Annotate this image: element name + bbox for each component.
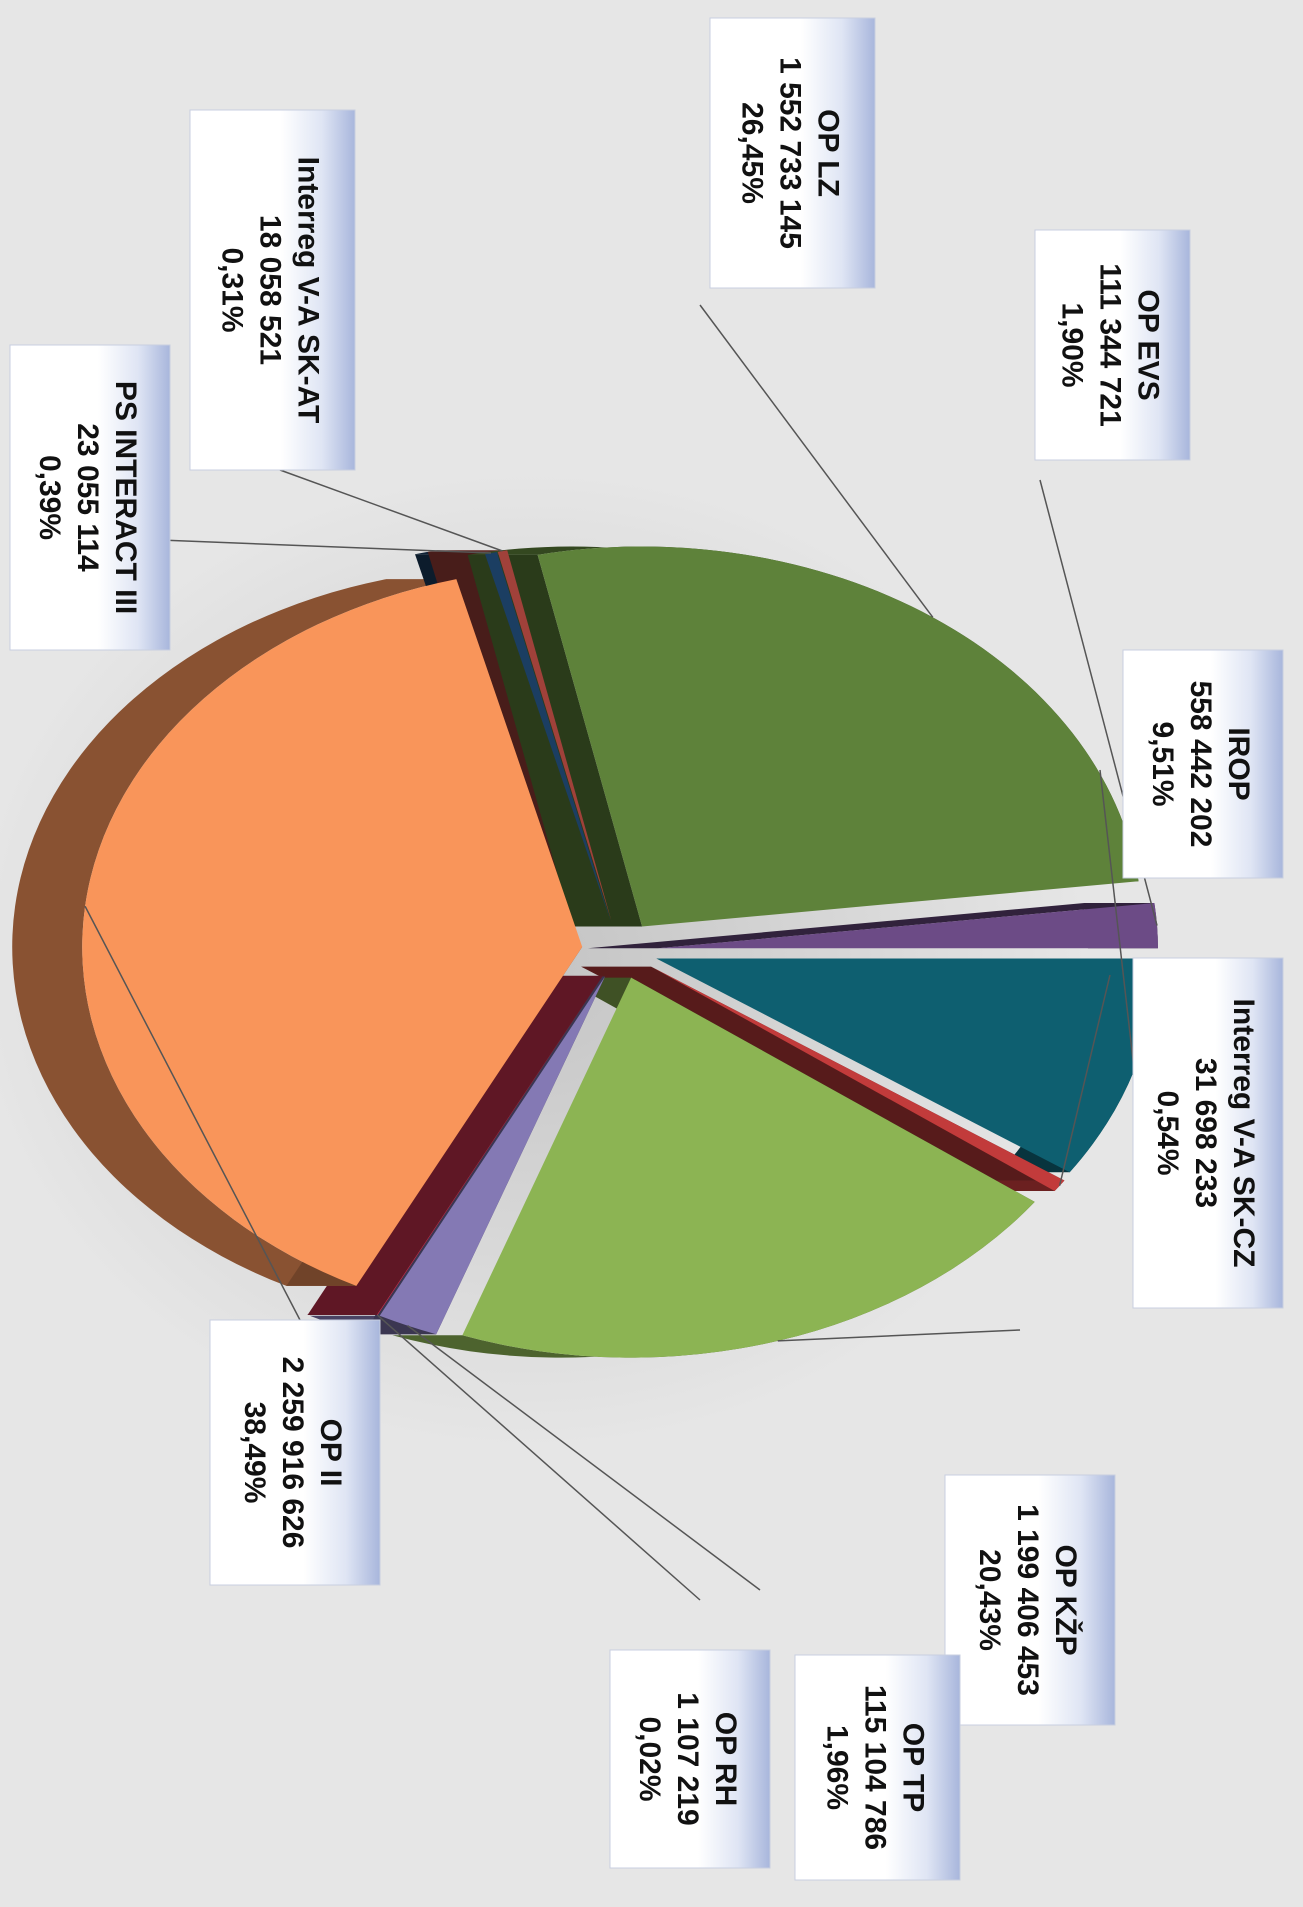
leader-line-irop bbox=[1099, 769, 1135, 1071]
label-value-interreg-v-a-sk-at: 18 058 521 bbox=[254, 215, 287, 365]
label-percent-irop: 9,51% bbox=[1146, 721, 1179, 806]
slice-interreg-v-a-sk-at bbox=[497, 550, 612, 922]
label-value-interreg-v-a-sk-cz: 31 698 233 bbox=[1189, 1058, 1222, 1208]
label-box-op-evs bbox=[1034, 229, 1191, 461]
slice-op-ii bbox=[82, 579, 583, 1286]
label-percent-op-lz: 26,45% bbox=[736, 102, 769, 204]
label-name-op-ii: OP II bbox=[314, 1419, 347, 1487]
label-percent-op-tp: 1,96% bbox=[821, 1725, 854, 1810]
label-name-op-evs: OP EVS bbox=[1132, 289, 1165, 400]
slice-op-rh bbox=[376, 975, 603, 1316]
label-name-interreg-v-a-sk-at: Interreg V-A SK-AT bbox=[292, 157, 325, 424]
label-percent-op-rh: 0,02% bbox=[633, 1716, 666, 1801]
slice-op-tp bbox=[379, 976, 605, 1335]
label-box-op-rh bbox=[609, 1649, 771, 1869]
slice-interreg-v-a-sk-cz bbox=[651, 966, 1065, 1191]
slice-ps-interact-iii bbox=[485, 551, 611, 922]
label-value-irop: 558 442 202 bbox=[1184, 681, 1217, 848]
leader-line-op-k-p bbox=[777, 1329, 1021, 1342]
label-value-ps-interact-iii: 23 055 114 bbox=[71, 423, 104, 572]
label-percent-op-evs: 1,90% bbox=[1056, 302, 1089, 387]
label-name-op-lz: OP LZ bbox=[812, 109, 845, 197]
leader-line-interreg-v-a-sk-cz bbox=[1058, 974, 1111, 1186]
label-name-op-rh: OP RH bbox=[709, 1712, 742, 1806]
leader-line-interreg-v-a-sk-at bbox=[279, 469, 503, 552]
label-name-ps-interact-iii: PS INTERACT III bbox=[109, 381, 142, 614]
label-value-op-k-p: 1 199 406 453 bbox=[1011, 1504, 1044, 1696]
label-value-op-tp: 115 104 786 bbox=[859, 1685, 892, 1850]
label-box-op-k-p bbox=[944, 1474, 1116, 1726]
label-name-irop: IROP bbox=[1222, 727, 1255, 800]
label-value-op-rh: 1 107 219 bbox=[671, 1692, 704, 1825]
label-percent-op-ii: 38,49% bbox=[238, 1402, 271, 1504]
label-box-interreg-v-a-sk-cz bbox=[1132, 957, 1284, 1309]
leader-line-op-lz bbox=[699, 304, 934, 618]
slice-op-evs bbox=[657, 903, 1158, 949]
label-percent-interreg-v-a-sk-at: 0,31% bbox=[216, 247, 249, 332]
slice-depth-op-ii bbox=[12, 579, 457, 1286]
label-value-op-lz: 1 552 733 145 bbox=[774, 57, 807, 249]
leader-line-op-tp bbox=[407, 1325, 761, 1591]
leader-line-op-rh bbox=[376, 1314, 701, 1601]
label-value-op-evs: 111 344 721 bbox=[1094, 263, 1127, 427]
slice-op-lz bbox=[537, 546, 1139, 927]
label-value-op-ii: 2 259 916 626 bbox=[276, 1357, 309, 1549]
label-box-op-ii bbox=[209, 1319, 381, 1586]
label-box-irop bbox=[1122, 649, 1284, 879]
label-name-interreg-v-a-sk-cz: Interreg V-A SK-CZ bbox=[1227, 999, 1260, 1268]
leader-line-op-ii bbox=[84, 905, 301, 1321]
slice-irop bbox=[656, 958, 1157, 1173]
label-name-op-tp: OP TP bbox=[897, 1723, 930, 1812]
slice-side-op-evs bbox=[587, 903, 1155, 949]
label-box-op-lz bbox=[709, 17, 876, 289]
label-box-ps-interact-iii bbox=[9, 344, 171, 651]
label-box-op-tp bbox=[794, 1654, 961, 1881]
label-name-op-k-p: OP KŽP bbox=[1049, 1544, 1083, 1655]
slice-side-op-tp bbox=[366, 976, 605, 1335]
label-percent-ps-interact-iii: 0,39% bbox=[33, 455, 66, 540]
label-percent-interreg-v-a-sk-cz: 0,54% bbox=[1151, 1090, 1184, 1175]
leader-line-ps-interact-iii bbox=[159, 539, 491, 554]
label-percent-op-k-p: 20,43% bbox=[973, 1549, 1006, 1651]
label-box-interreg-v-a-sk-at bbox=[189, 109, 356, 471]
slice-op-k-p bbox=[462, 977, 1035, 1358]
